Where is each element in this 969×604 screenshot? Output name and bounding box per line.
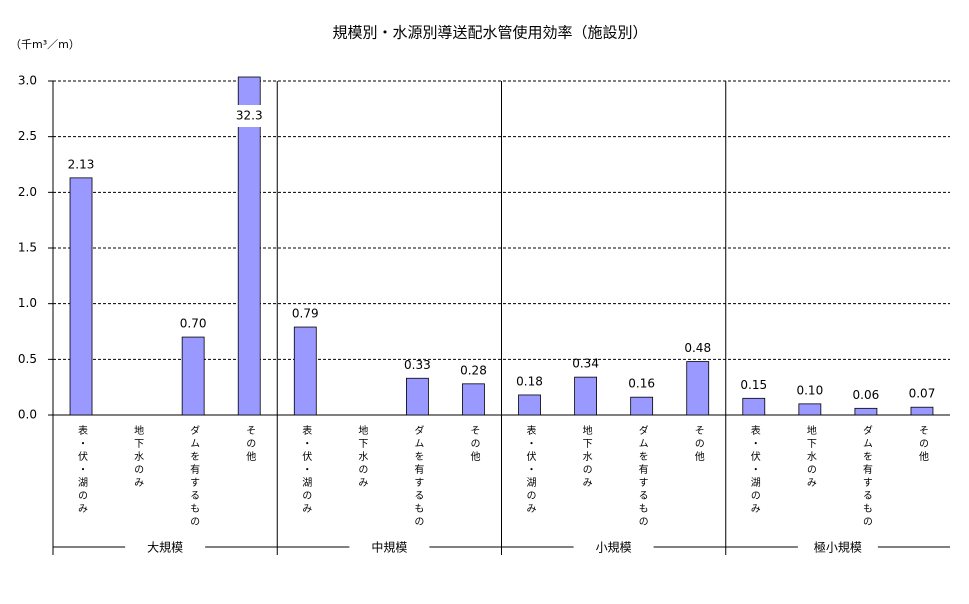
x-tick-label: ダムを有するもの — [188, 425, 200, 529]
y-tick-label: 2.0 — [18, 185, 37, 199]
y-tick-label: 3.0 — [18, 74, 37, 88]
data-label: 0.16 — [628, 377, 655, 391]
data-label: 0.10 — [796, 383, 823, 397]
x-tick-label: ダムを有するもの — [860, 425, 872, 529]
x-tick-label: その他 — [244, 425, 256, 464]
group-label-bg — [349, 539, 430, 555]
group-label-bg — [573, 539, 654, 555]
bar — [181, 336, 205, 416]
data-label: 2.13 — [68, 157, 95, 171]
bar — [518, 394, 541, 416]
data-label: 0.18 — [516, 374, 543, 388]
x-tick-label: 地下水のみ — [356, 424, 368, 490]
data-label: 0.48 — [684, 341, 711, 355]
y-tick-label: 1.5 — [18, 241, 37, 255]
group-label: 小規模 — [596, 540, 632, 555]
data-label: 0.28 — [460, 363, 487, 377]
bar — [462, 383, 485, 416]
x-tick-label: 表・伏・湖のみ — [76, 424, 88, 516]
x-tick-label: 地下水のみ — [804, 424, 816, 490]
data-label: 0.79 — [292, 307, 319, 321]
data-label: 32.3 — [236, 109, 263, 123]
group-label-bg — [125, 539, 206, 555]
bar — [406, 377, 429, 416]
group-label: 極小規模 — [814, 540, 862, 555]
x-tick-label: 地下水のみ — [132, 424, 144, 490]
data-label: 0.34 — [572, 357, 599, 371]
y-axis-label: （千m³／m） — [10, 38, 80, 51]
bar — [854, 407, 878, 416]
bar — [574, 376, 597, 416]
bar — [686, 361, 710, 416]
bar — [910, 406, 934, 416]
bar — [293, 326, 317, 416]
group-label: 中規模 — [371, 540, 407, 555]
bar — [798, 403, 822, 416]
group-label: 大規模 — [147, 540, 183, 555]
x-tick-label: その他 — [916, 425, 928, 464]
data-label: 0.33 — [404, 358, 431, 372]
x-tick-label: 表・伏・湖のみ — [524, 424, 536, 516]
y-tick-label: 0.5 — [18, 352, 37, 366]
y-tick-label: 0.0 — [18, 408, 37, 422]
bar — [742, 397, 766, 416]
group-label-bg — [797, 539, 878, 555]
x-tick-label: ダムを有するもの — [412, 425, 424, 529]
x-tick-label: その他 — [468, 425, 480, 464]
x-tick-label: 表・伏・湖のみ — [300, 424, 312, 516]
bar — [237, 76, 261, 416]
bar — [630, 396, 654, 416]
x-tick-label: 地下水のみ — [580, 424, 592, 490]
chart-title: 規模別・水源別導送配水管使用効率（施設別） — [332, 24, 647, 42]
data-label: 0.70 — [180, 317, 207, 331]
x-tick-label: ダムを有するもの — [636, 425, 648, 529]
x-tick-label: 表・伏・湖のみ — [748, 424, 760, 516]
y-tick-label: 1.0 — [18, 296, 37, 310]
data-label: 0.07 — [909, 387, 936, 401]
data-label: 0.15 — [740, 378, 767, 392]
x-tick-label: その他 — [692, 425, 704, 464]
y-tick-label: 2.5 — [18, 129, 37, 143]
bar-break — [237, 105, 262, 127]
data-label: 0.06 — [853, 388, 880, 402]
bar — [69, 177, 93, 416]
